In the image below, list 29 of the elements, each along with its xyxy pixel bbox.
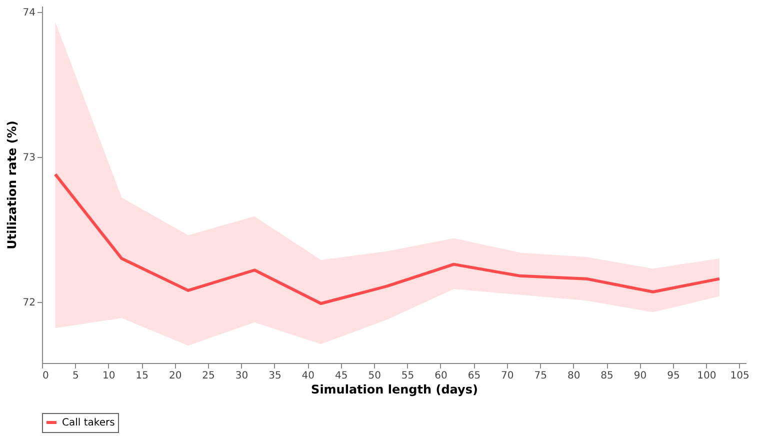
x-tick-label: 90 (634, 370, 647, 382)
x-tick-label: 85 (600, 370, 614, 382)
x-tick-label: 25 (202, 370, 215, 382)
x-tick-label: 40 (302, 370, 315, 382)
x-tick-label: 95 (667, 370, 680, 382)
x-tick-label: 10 (102, 370, 116, 382)
legend-label: Call takers (62, 418, 115, 428)
line-series (54, 172, 721, 305)
x-tick-label: 65 (468, 370, 481, 382)
x-tick-label: 5 (72, 370, 79, 382)
y-axis-title: Utilization rate (%) (4, 120, 19, 250)
x-tick-label: 70 (501, 370, 514, 382)
x-tick-label: 75 (534, 370, 547, 382)
x-tick-label: 105 (730, 370, 750, 382)
x-tick-label: 80 (567, 370, 580, 382)
x-tick-label: 50 (368, 370, 381, 382)
x-tick-label: 60 (434, 370, 448, 382)
y-tick-label: 73 (22, 152, 36, 164)
y-tick-label: 74 (22, 7, 36, 18)
x-axis-title: Simulation length (days) (311, 382, 478, 396)
y-tick-label: 72 (22, 298, 36, 309)
x-tick-label: 100 (697, 370, 716, 382)
x-tick-label: 20 (168, 370, 182, 382)
x-tick-label: 15 (136, 370, 148, 382)
x-tick-label: 35 (268, 370, 282, 382)
x-tick-label: 55 (401, 370, 414, 382)
x-tick-label: 30 (235, 370, 248, 382)
x-tick-label: 45 (335, 370, 348, 382)
x-tick-label: 0 (42, 370, 49, 382)
